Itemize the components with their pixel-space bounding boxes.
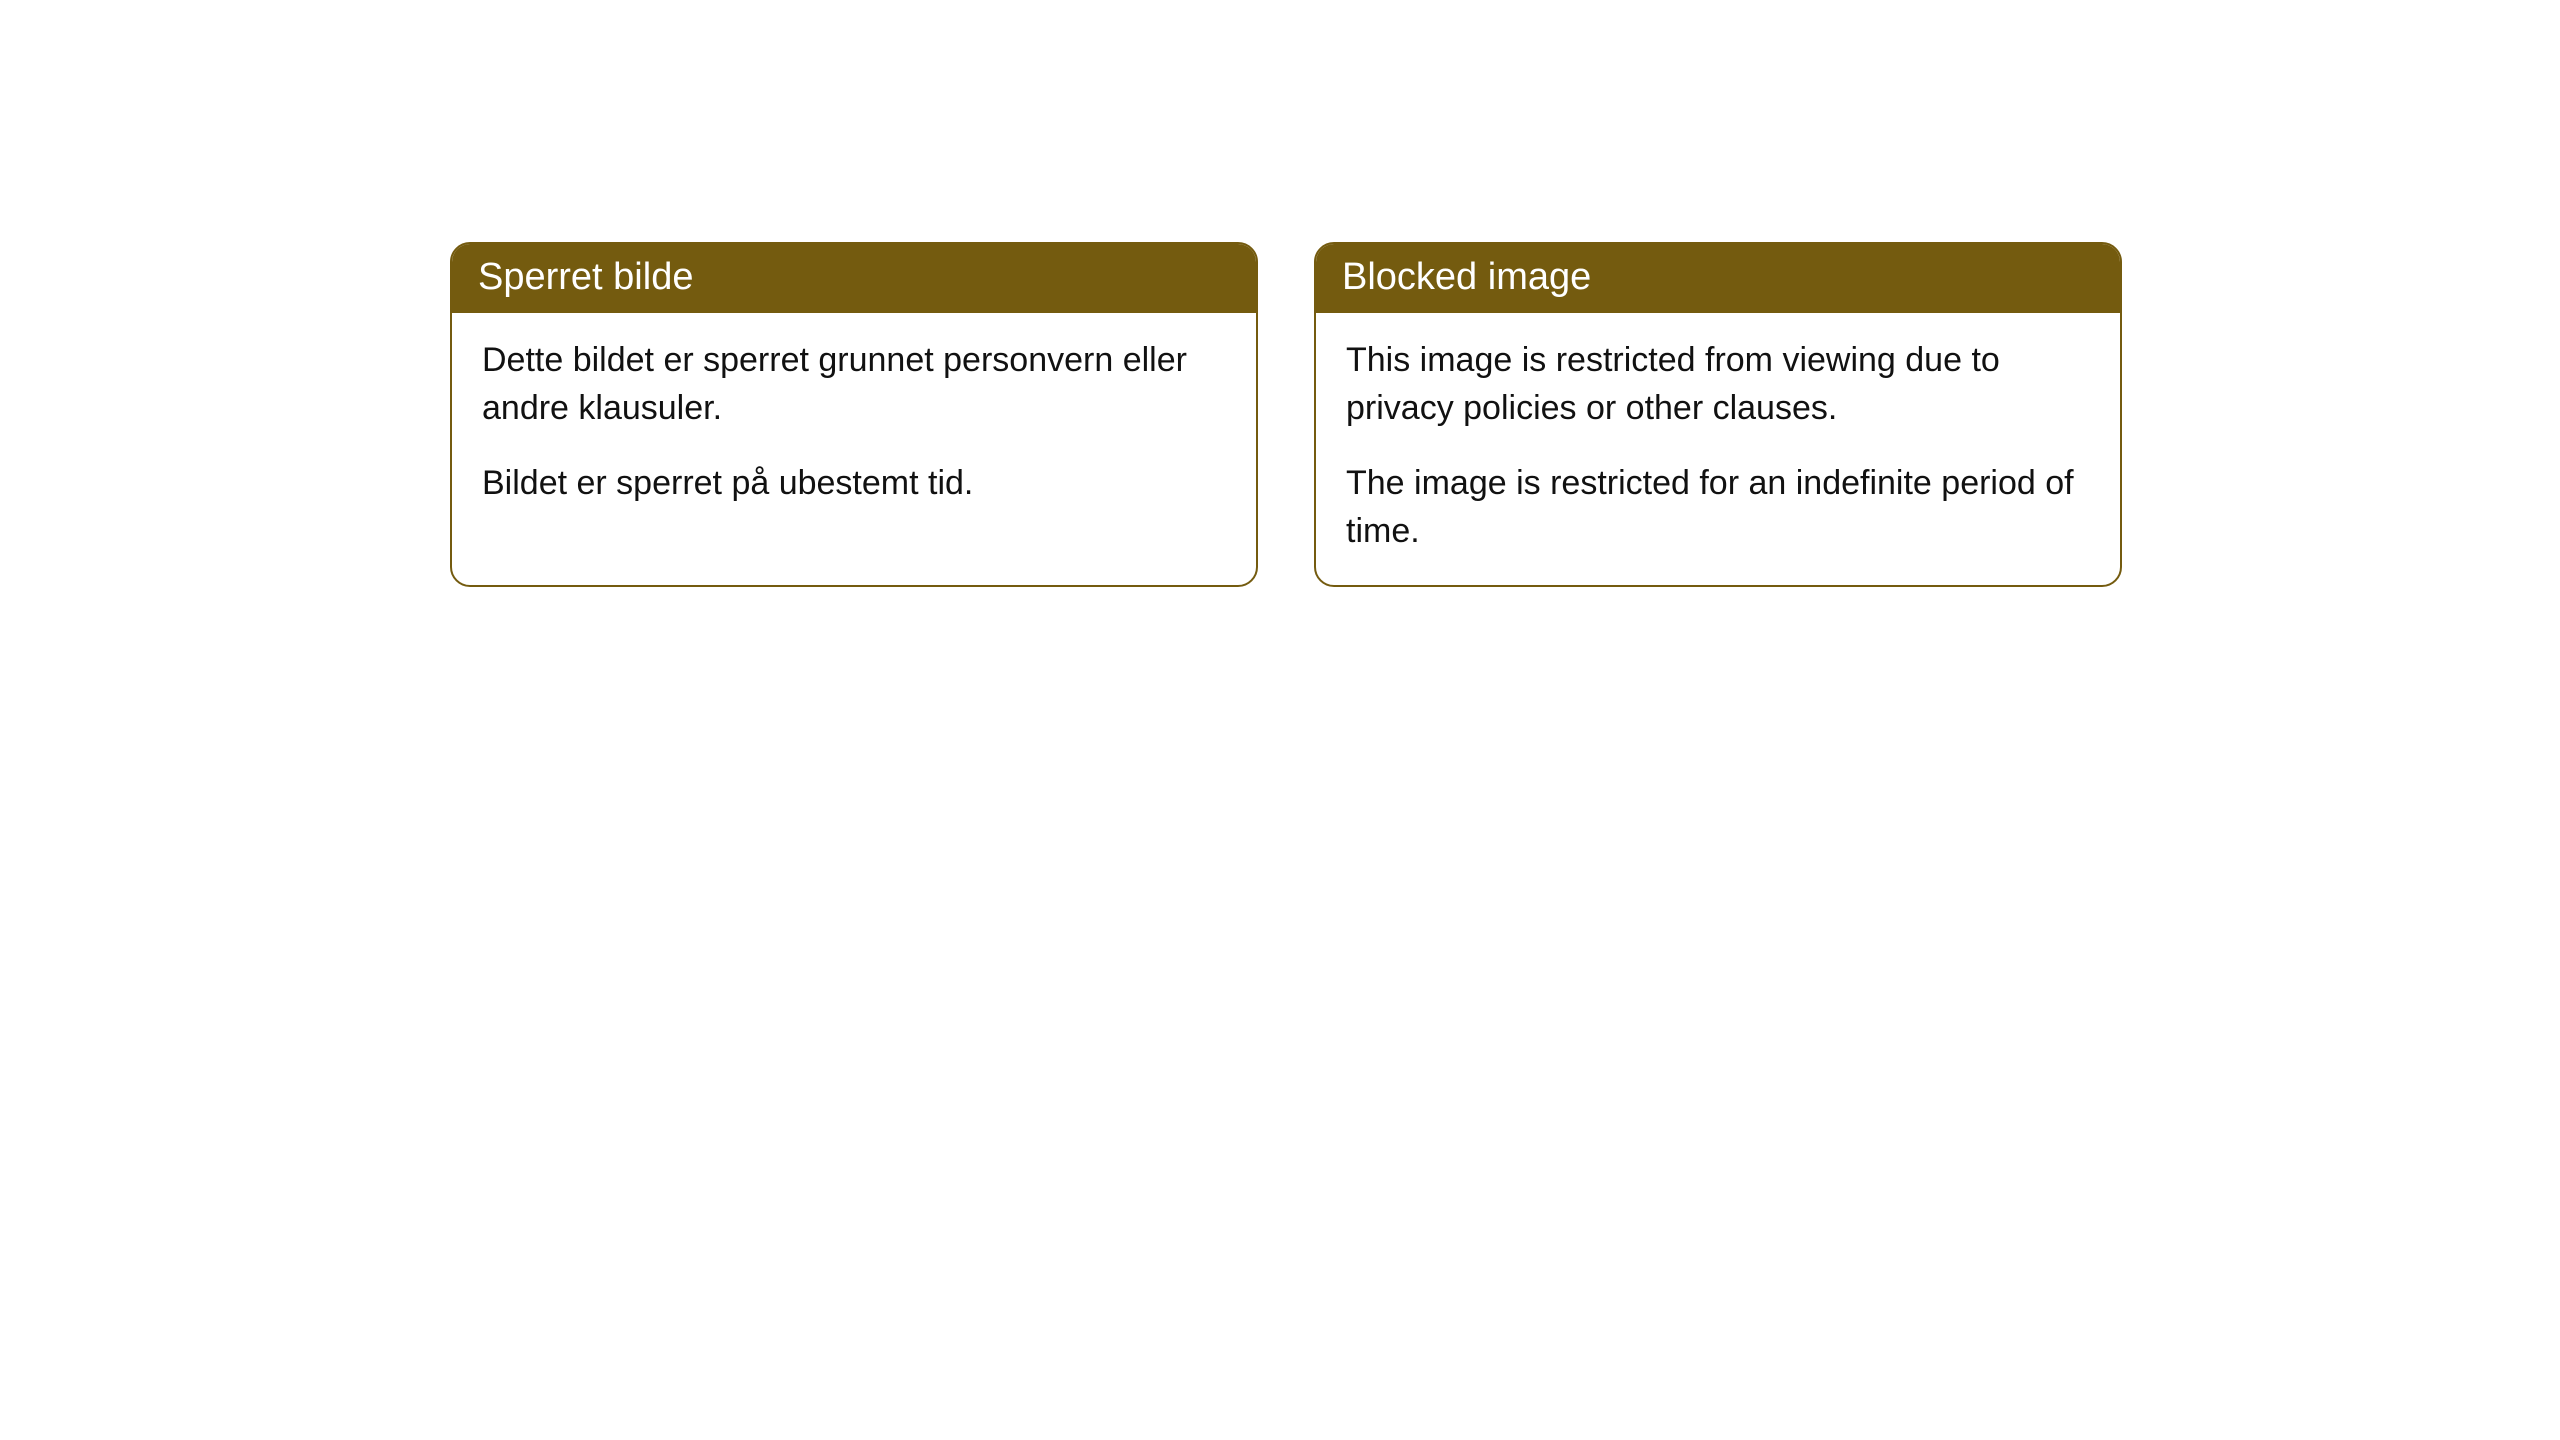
blocked-image-card-en: Blocked image This image is restricted f… bbox=[1314, 242, 2122, 587]
card-paragraph: This image is restricted from viewing du… bbox=[1346, 337, 2090, 432]
card-header-en: Blocked image bbox=[1316, 244, 2120, 313]
card-header-no: Sperret bilde bbox=[452, 244, 1256, 313]
card-body-en: This image is restricted from viewing du… bbox=[1316, 313, 2120, 585]
card-paragraph: Bildet er sperret på ubestemt tid. bbox=[482, 460, 1226, 508]
card-paragraph: The image is restricted for an indefinit… bbox=[1346, 460, 2090, 555]
blocked-image-card-no: Sperret bilde Dette bildet er sperret gr… bbox=[450, 242, 1258, 587]
cards-container: Sperret bilde Dette bildet er sperret gr… bbox=[0, 0, 2560, 587]
card-paragraph: Dette bildet er sperret grunnet personve… bbox=[482, 337, 1226, 432]
card-body-no: Dette bildet er sperret grunnet personve… bbox=[452, 313, 1256, 538]
